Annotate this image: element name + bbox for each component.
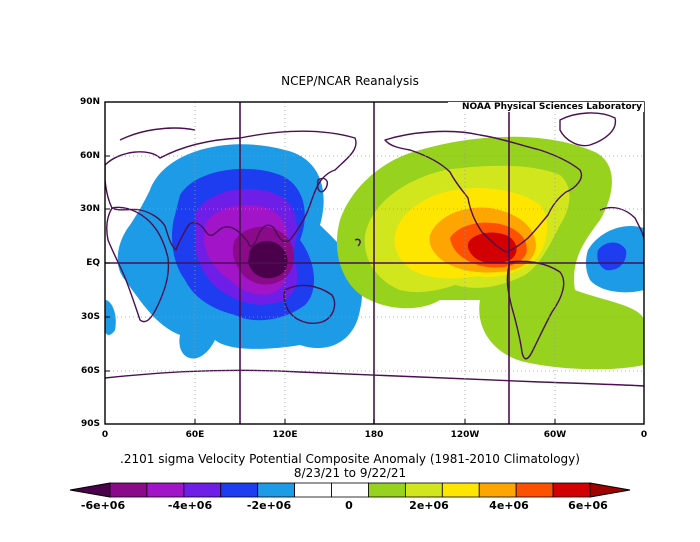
subtitle-line-1: .2101 sigma Velocity Potential Composite…	[120, 452, 580, 466]
lon-label-60e: 60E	[185, 430, 205, 440]
colorbar-label: -6e+06	[80, 499, 126, 512]
lon-label-180: 180	[364, 430, 384, 440]
subtitle-line-2: 8/23/21 to 9/22/21	[293, 466, 407, 480]
colorbar-swatch	[368, 482, 406, 498]
lon-label-0-east: 0	[640, 430, 648, 440]
colorbar-swatch	[552, 482, 591, 498]
colorbar-swatch	[294, 482, 332, 498]
colorbar-low-arrow	[69, 482, 111, 498]
colorbar	[69, 482, 631, 498]
lat-label-90s: 90S	[80, 419, 100, 429]
lon-label-120w: 120W	[450, 430, 480, 440]
colorbar-swatch	[109, 482, 148, 498]
colorbar-label: 6e+06	[568, 499, 608, 512]
lat-label-60n: 60N	[79, 151, 100, 161]
lat-label-90n: 90N	[79, 97, 100, 107]
positive-anomaly-region	[336, 136, 644, 370]
lat-label-eq: EQ	[86, 258, 100, 268]
colorbar-label: 4e+06	[489, 499, 529, 512]
colorbar-swatch	[478, 482, 517, 498]
colorbar-label: 2e+06	[409, 499, 449, 512]
colorbar-swatch	[257, 482, 296, 498]
lat-label-30n: 30N	[79, 204, 100, 214]
colorbar-swatch	[331, 482, 369, 498]
colorbar-high-arrow	[589, 482, 631, 498]
lon-label-0: 0	[101, 430, 109, 440]
axis-ticks	[105, 155, 556, 424]
continent-outlines	[105, 112, 644, 387]
colorbar-swatch	[146, 482, 185, 498]
colorbar-label: -2e+06	[246, 499, 292, 512]
credit-label: NOAA Physical Sciences Laboratory	[448, 102, 644, 112]
colorbar-label: 0	[345, 499, 353, 512]
colorbar-swatch	[515, 482, 554, 498]
colorbar-swatch	[404, 482, 443, 498]
colorbar-swatch	[183, 482, 222, 498]
colorbar-label: -4e+06	[167, 499, 213, 512]
lon-label-60w: 60W	[543, 430, 567, 440]
colorbar-swatch	[441, 482, 480, 498]
lat-label-30s: 30S	[80, 312, 100, 322]
colorbar-swatch	[220, 482, 259, 498]
lon-label-120e: 120E	[272, 430, 298, 440]
plot-title: NCEP/NCAR Reanalysis	[281, 74, 419, 88]
reference-lines	[105, 102, 644, 424]
lat-label-60s: 60S	[80, 366, 100, 376]
